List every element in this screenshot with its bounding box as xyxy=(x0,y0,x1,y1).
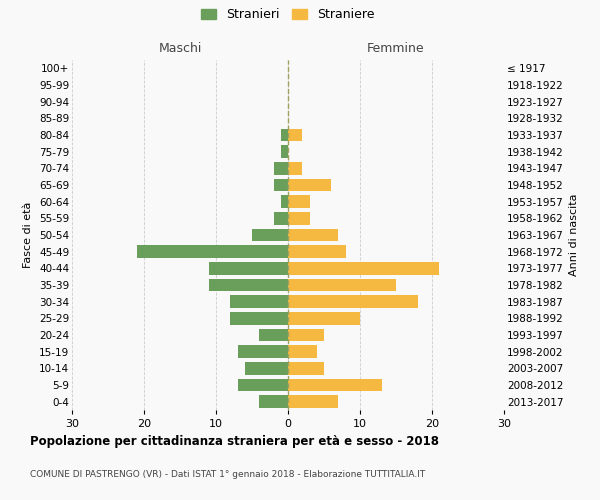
Bar xyxy=(288,379,382,391)
Bar xyxy=(230,296,288,308)
Bar xyxy=(288,279,396,291)
Bar xyxy=(274,212,288,224)
Bar xyxy=(209,262,288,274)
Bar xyxy=(288,262,439,274)
Bar xyxy=(288,196,310,208)
Bar xyxy=(259,396,288,408)
Text: Femmine: Femmine xyxy=(367,42,425,55)
Bar xyxy=(288,179,331,192)
Bar xyxy=(281,196,288,208)
Bar xyxy=(288,312,360,324)
Bar xyxy=(259,329,288,341)
Bar xyxy=(238,379,288,391)
Y-axis label: Fasce di età: Fasce di età xyxy=(23,202,34,268)
Text: Popolazione per cittadinanza straniera per età e sesso - 2018: Popolazione per cittadinanza straniera p… xyxy=(30,435,439,448)
Bar xyxy=(274,162,288,174)
Bar xyxy=(288,162,302,174)
Bar xyxy=(281,129,288,141)
Legend: Stranieri, Straniere: Stranieri, Straniere xyxy=(196,4,380,26)
Bar xyxy=(288,212,310,224)
Bar xyxy=(252,229,288,241)
Bar xyxy=(288,129,302,141)
Bar xyxy=(288,246,346,258)
Bar xyxy=(209,279,288,291)
Bar xyxy=(288,296,418,308)
Bar xyxy=(230,312,288,324)
Text: COMUNE DI PASTRENGO (VR) - Dati ISTAT 1° gennaio 2018 - Elaborazione TUTTITALIA.: COMUNE DI PASTRENGO (VR) - Dati ISTAT 1°… xyxy=(30,470,425,479)
Bar xyxy=(281,146,288,158)
Bar xyxy=(288,396,338,408)
Bar xyxy=(238,346,288,358)
Y-axis label: Anni di nascita: Anni di nascita xyxy=(569,194,579,276)
Bar xyxy=(245,362,288,374)
Text: Maschi: Maschi xyxy=(158,42,202,55)
Bar xyxy=(288,329,324,341)
Bar xyxy=(288,346,317,358)
Bar xyxy=(137,246,288,258)
Bar xyxy=(288,362,324,374)
Bar xyxy=(288,229,338,241)
Bar xyxy=(274,179,288,192)
